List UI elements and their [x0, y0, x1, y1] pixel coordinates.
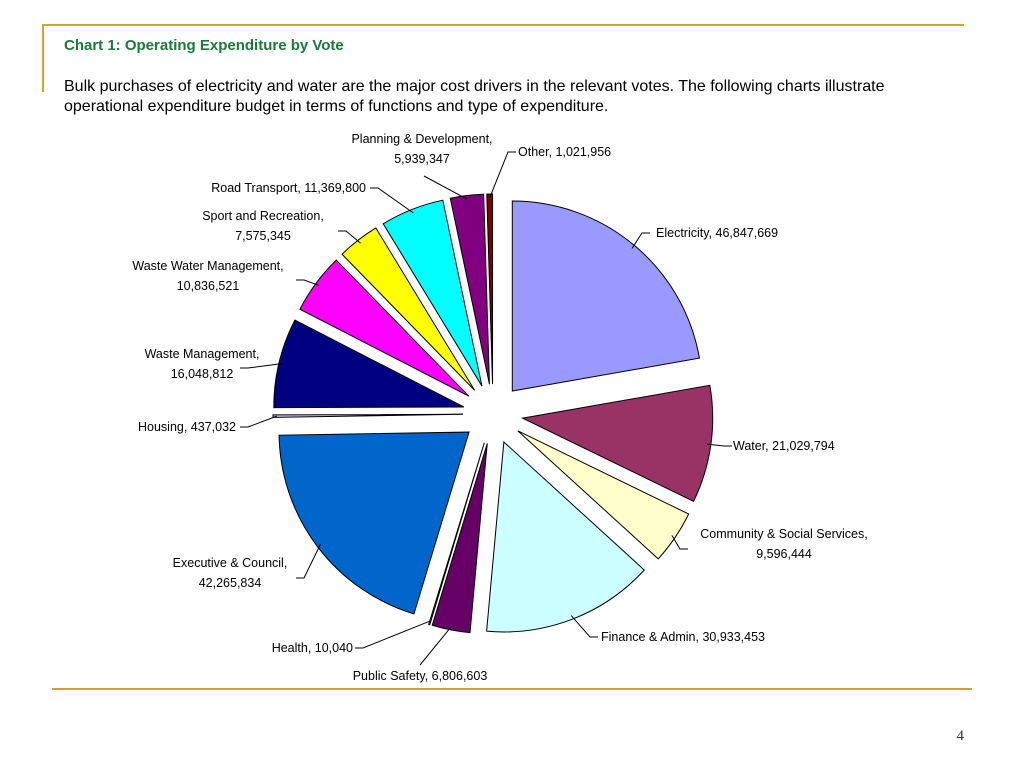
slice-label-value: 42,265,834	[199, 576, 262, 590]
slice-label-name: Planning & Development,	[351, 132, 492, 146]
pie-slice-executive-council	[278, 431, 470, 615]
slice-label: Executive & Council, 42,265,834	[173, 556, 288, 590]
leader-line	[631, 232, 650, 249]
slice-label-name: Waste Water Management,	[132, 259, 283, 273]
slice-label-value: 10,836,521	[177, 279, 240, 293]
pie-slice-housing	[272, 413, 464, 418]
title-accent-bar	[42, 24, 44, 92]
slice-label-name: Waste Management,	[145, 347, 260, 361]
leader-line	[570, 615, 598, 638]
page-number: 4	[956, 728, 965, 744]
pie-slice-waste-water-management	[299, 259, 470, 397]
leader-line	[338, 230, 361, 244]
slice-label: Other, 1,021,956	[518, 145, 611, 159]
slice-label: Electricity, 46,847,669	[656, 226, 778, 240]
slice-label-value: 7,575,345	[235, 229, 291, 243]
leader-line	[671, 535, 688, 550]
pie-slice-waste-management	[273, 319, 465, 409]
leader-line	[240, 415, 277, 428]
pie-slice-public-safety	[431, 443, 488, 634]
leader-line	[296, 544, 321, 579]
pie-slice-finance-admin	[486, 440, 645, 633]
leader-line	[355, 620, 431, 649]
pie-slice-other	[486, 193, 494, 385]
slice-label-value: 16,048,812	[171, 367, 234, 381]
leader-line	[419, 625, 453, 666]
slice-label-name: Community & Social Services,	[700, 527, 867, 541]
leader-line	[707, 443, 732, 447]
slice-label-value: 5,939,347	[394, 152, 450, 166]
pie-slice-health	[428, 442, 485, 626]
pie-slice-planning-development	[449, 193, 490, 385]
slice-label: Waste Water Management, 10,836,521	[132, 259, 283, 293]
pie-slice-community-social-services	[517, 430, 690, 560]
slice-label: Health, 10,040	[272, 641, 353, 655]
pie-slice-sport-and-recreation	[341, 227, 476, 391]
slice-label: Road Transport, 11,369,800	[211, 181, 366, 195]
leader-line	[423, 175, 468, 200]
slice-label: Waste Management, 16,048,812	[145, 347, 260, 381]
slice-label: Water, 21,029,794	[733, 439, 835, 453]
slice-label: Finance & Admin, 30,933,453	[601, 630, 765, 644]
top-rule	[42, 24, 964, 26]
leader-line	[296, 279, 320, 286]
leader-line	[370, 187, 414, 214]
leader-line	[240, 362, 283, 369]
slice-label: Sport and Recreation, 7,575,345	[202, 209, 324, 243]
slice-label: Public Safety, 6,806,603	[353, 669, 488, 683]
slice-label-value: 9,596,444	[756, 547, 812, 561]
slice-label-name: Executive & Council,	[173, 556, 288, 570]
chart-title: Chart 1: Operating Expenditure by Vote	[64, 37, 344, 54]
slice-label: Community & Social Services, 9,596,444	[700, 527, 867, 561]
slice-label: Planning & Development, 5,939,347	[351, 132, 492, 166]
bottom-rule	[52, 688, 972, 690]
leader-line	[489, 151, 516, 199]
slice-label: Housing, 437,032	[138, 420, 236, 434]
slide-description: Bulk purchases of electricity and water …	[64, 78, 885, 115]
slice-label-name: Sport and Recreation,	[202, 209, 324, 223]
pie-slice-road-transport	[382, 199, 483, 387]
